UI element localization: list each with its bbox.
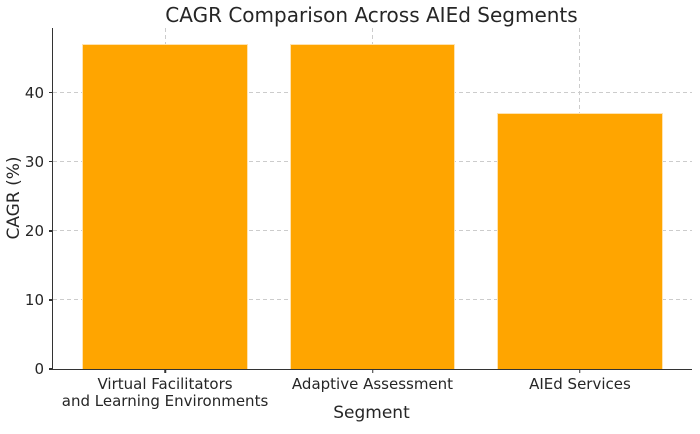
y-tick-mark (49, 230, 53, 232)
y-axis-ticks: 0 10 20 30 40 (25, 28, 692, 377)
x-axis-ticks: Virtual Facilitators and Learning Enviro… (53, 28, 692, 409)
chart-title: CAGR Comparison Across AIEd Segments (165, 3, 578, 27)
bar (82, 44, 248, 369)
y-tick-label: 0 (34, 360, 44, 378)
y-tick-label: 30 (24, 152, 44, 171)
bar (496, 113, 663, 369)
y-tick-mark (49, 91, 53, 94)
plot-area: 0 10 20 30 40 Virtual Facilitators and Learn… (25, 28, 692, 409)
x-tick-mark (371, 369, 374, 373)
x-tick-label: Virtual Facilitators and Learning Enviro… (61, 375, 269, 410)
x-tick-mark (164, 369, 166, 373)
x-tick-label: AIEd Services (529, 375, 631, 393)
x-axis-label: Segment (333, 403, 410, 423)
bar (289, 44, 456, 369)
y-tick-label: 40 (24, 83, 44, 102)
x-tick-mark (579, 369, 581, 373)
x-tick-label: Adaptive Assessment (291, 375, 454, 393)
y-tick-mark (49, 368, 53, 370)
y-tick-label: 10 (24, 290, 44, 309)
y-axis-label: CAGR (%) (4, 156, 24, 240)
y-tick-mark (49, 299, 53, 301)
y-tick-label: 20 (24, 221, 44, 240)
y-tick-mark (49, 160, 53, 163)
bar-layer (53, 28, 692, 369)
